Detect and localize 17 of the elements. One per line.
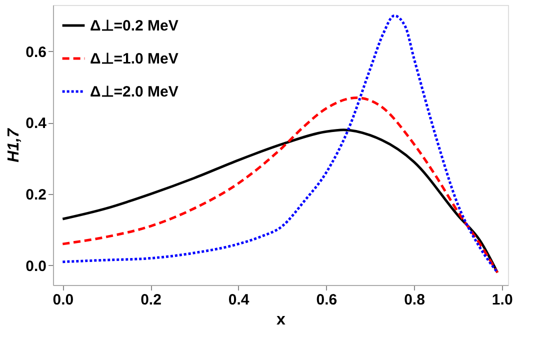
y-tick-label: 0.6 — [26, 44, 46, 61]
x-tick-label: 0.2 — [140, 292, 162, 308]
x-tick-label: 0.4 — [228, 292, 250, 308]
y-axis-title: H1,7 — [6, 128, 23, 162]
x-tick-label: 0.0 — [52, 292, 74, 308]
x-tick-label: 0.6 — [316, 292, 338, 308]
x-tick-label: 0.8 — [404, 292, 425, 308]
line-series — [61, 14, 499, 274]
y-tick-label: 0.4 — [26, 115, 48, 132]
legend-label: Δ⊥=2.0 MeV — [90, 84, 178, 100]
x-tick-label: 1.0 — [492, 292, 513, 308]
line-series — [61, 96, 499, 274]
x-axis-title: x — [276, 312, 286, 328]
legend-label: Δ⊥=0.2 MeV — [90, 18, 178, 34]
y-tick-label: 0.2 — [26, 186, 46, 204]
y-tick-label: 0.0 — [26, 258, 46, 275]
legend-label: Δ⊥=1.0 MeV — [90, 50, 178, 68]
